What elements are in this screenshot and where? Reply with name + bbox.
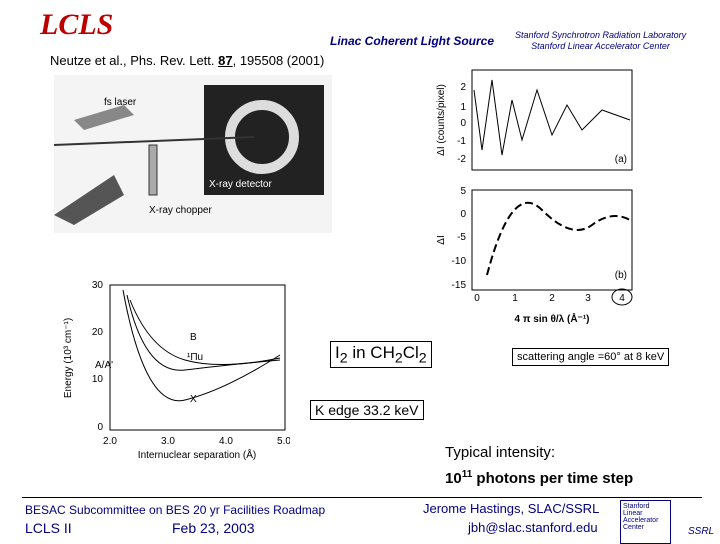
tick: 0: [474, 293, 480, 304]
curve: [129, 299, 281, 365]
scattering-figure: 2 1 0 -1 -2 ΔI (counts/pixel) (a) 5 0 -5…: [436, 69, 633, 325]
tick: -5: [457, 232, 466, 243]
highlight: [611, 288, 633, 306]
tick: 0: [460, 209, 466, 220]
ssrl-logo: SSRL: [688, 526, 715, 537]
sample-callout: I2 in CH2Cl2: [330, 341, 432, 369]
citation: Neutze et al., Phs. Rev. Lett. 87, 19550…: [50, 53, 324, 68]
chopper: [54, 175, 124, 225]
t: I: [335, 343, 340, 362]
t: 2: [394, 350, 403, 367]
frame: [109, 284, 286, 431]
tick: 3: [585, 293, 591, 304]
tick: 5: [460, 186, 466, 197]
tick: 2: [460, 82, 466, 93]
tick: 0: [460, 118, 466, 129]
fit: [486, 201, 631, 276]
tick: 10: [92, 374, 104, 385]
subtitle: Linac Coherent Light Source: [330, 34, 495, 48]
frame: [471, 189, 633, 291]
curve: [122, 289, 281, 402]
curve-label: B: [190, 332, 197, 343]
tick: 4.0: [219, 436, 233, 447]
laser: [74, 105, 134, 130]
tick: 0: [97, 422, 103, 433]
tag: (a): [615, 154, 627, 165]
edge-callout: K edge 33.2 keV: [310, 400, 424, 420]
label: X-ray chopper: [149, 205, 212, 216]
setup-figure: fs laser X-ray detector X-ray chopper: [54, 75, 332, 233]
signal: [473, 79, 631, 156]
intensity: Typical intensity: 1011 photons per time …: [445, 442, 633, 490]
pages: , 195508 (2001): [232, 53, 325, 68]
volume: 87: [218, 53, 233, 68]
t: 11: [461, 469, 473, 480]
date: Feb 23, 2003: [172, 520, 255, 536]
t: Typical intensity:: [445, 444, 556, 461]
t: Cl: [402, 343, 419, 362]
label: fs laser: [104, 97, 137, 108]
curve-label: ¹Πu: [187, 352, 203, 363]
y-label: Energy (10³ cm⁻¹): [63, 318, 74, 398]
meeting: BESAC Subcommittee on BES 20 yr Faciliti…: [25, 503, 326, 517]
t: 2: [339, 350, 348, 367]
tick: 4: [619, 293, 625, 304]
x-label: 4 π sin θ/λ (Å⁻¹): [514, 312, 589, 325]
t: 10: [445, 470, 462, 487]
org-line: Stanford Linear Accelerator Center: [531, 41, 670, 51]
beam: [54, 136, 255, 146]
email: jbh@slac.stanford.edu: [468, 520, 598, 535]
org-line: Stanford Synchrotron Radiation Laborator…: [515, 30, 687, 40]
tick: 1: [512, 293, 518, 304]
tick: 2: [549, 293, 555, 304]
authors: Neutze et al., Phs. Rev. Lett.: [50, 53, 219, 68]
tick: -15: [452, 280, 467, 291]
tick: -1: [457, 136, 466, 147]
tick: 1: [460, 102, 466, 113]
tick: -2: [457, 154, 466, 165]
t: 2: [418, 350, 427, 367]
frame: [471, 69, 633, 171]
logo: LCLS: [40, 8, 114, 41]
t: in CH: [347, 343, 395, 362]
tick: 5.0: [277, 436, 290, 447]
rule: [22, 497, 702, 498]
y-label: ΔI (counts/pixel): [436, 84, 447, 156]
energy-figure: 30 20 10 0 2.0 3.0 4.0 5.0 Internuclear …: [63, 280, 290, 461]
curve: [126, 294, 281, 371]
tick: 30: [92, 280, 104, 291]
tick: -10: [452, 256, 467, 267]
x-label: Internuclear separation (Å): [138, 448, 256, 461]
curve-label: A/A': [95, 360, 113, 371]
tick: 2.0: [103, 436, 117, 447]
tick: 20: [92, 327, 104, 338]
y-label: ΔI: [436, 235, 447, 244]
tag: (b): [615, 270, 627, 281]
curve-label: X: [190, 394, 197, 405]
slac-logo: Stanford Linear Accelerator Center: [620, 500, 671, 544]
t: photons per time step: [472, 470, 634, 487]
label: X-ray detector: [209, 179, 272, 190]
cell: [148, 144, 158, 196]
tick: 3.0: [161, 436, 175, 447]
series: LCLS II: [25, 520, 72, 536]
org: Stanford Synchrotron Radiation Laborator…: [515, 30, 686, 52]
angle-callout: scattering angle =60° at 8 keV: [512, 348, 670, 366]
author: Jerome Hastings, SLAC/SSRL: [423, 501, 600, 516]
